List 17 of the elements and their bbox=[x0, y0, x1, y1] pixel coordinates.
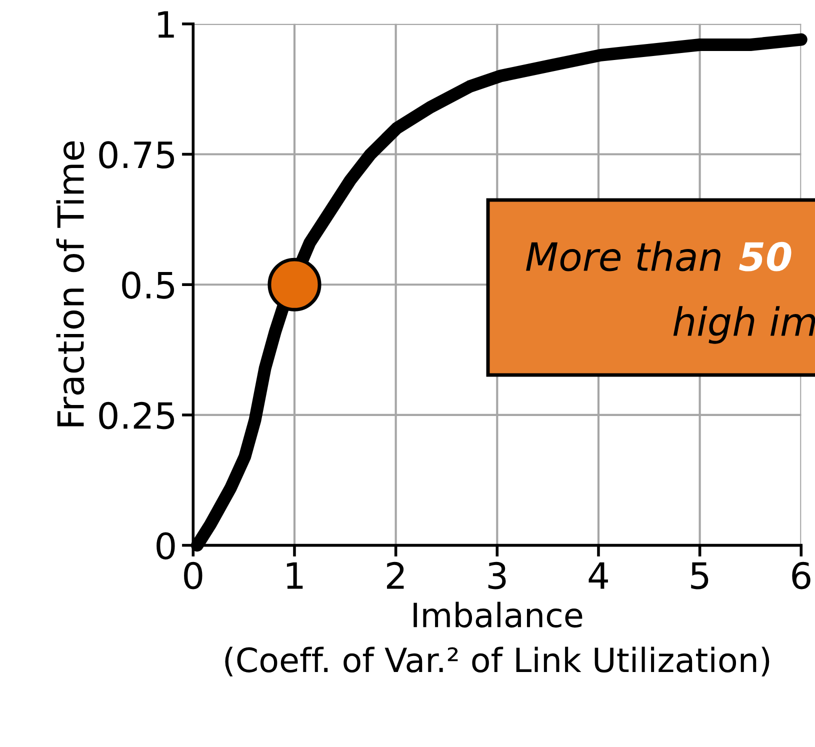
x-tick-label: 0 bbox=[184, 562, 202, 590]
x-tick-label: 4 bbox=[588, 562, 608, 589]
y-tick-label: 0.75 bbox=[99, 141, 174, 168]
x-tick-label: 2 bbox=[386, 562, 404, 589]
annotation: More than bbox=[526, 241, 720, 272]
x-tick-label: 5 bbox=[691, 562, 708, 590]
y-tick-label: 0.5 bbox=[122, 272, 174, 299]
x-tick-label: 6 bbox=[792, 562, 810, 590]
x-tick-label: 1 bbox=[286, 562, 303, 589]
x-tick-label: 3 bbox=[488, 562, 506, 590]
y-axis-title: Fraction of Time bbox=[56, 141, 84, 426]
y-tick-label: 0 bbox=[156, 532, 175, 560]
x-axis-title: Imbalance (Coeff. of Var.² of Link Utilization) bbox=[225, 602, 770, 676]
y-tick-label: 1 bbox=[158, 11, 174, 38]
annotation: high im bbox=[673, 306, 815, 344]
y-tick-label: 0.25 bbox=[99, 402, 174, 430]
annotation: 50 bbox=[739, 242, 792, 272]
